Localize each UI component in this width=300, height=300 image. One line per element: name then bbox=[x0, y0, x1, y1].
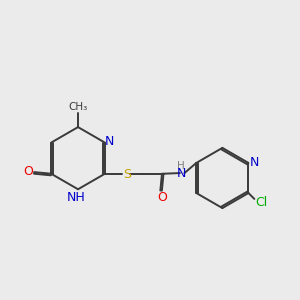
Text: CH₃: CH₃ bbox=[68, 103, 88, 112]
Text: H: H bbox=[177, 160, 185, 170]
Text: NH: NH bbox=[66, 191, 85, 204]
Text: S: S bbox=[123, 168, 131, 181]
Text: O: O bbox=[23, 165, 33, 178]
Text: O: O bbox=[157, 191, 167, 204]
Text: N: N bbox=[250, 156, 259, 170]
Text: Cl: Cl bbox=[255, 196, 268, 209]
Text: N: N bbox=[105, 135, 114, 148]
Text: N: N bbox=[176, 167, 186, 180]
